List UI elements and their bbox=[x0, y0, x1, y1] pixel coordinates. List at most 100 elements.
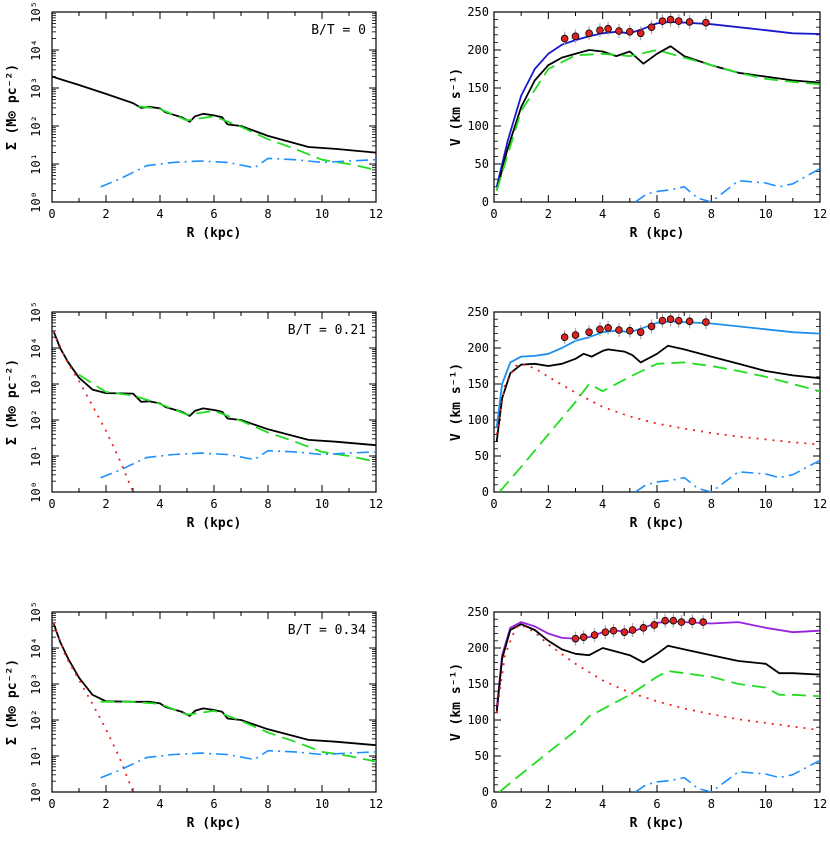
bulge-curve bbox=[495, 362, 820, 446]
observed-point bbox=[609, 626, 618, 635]
y-axis-label: Σ (M⊙ pc⁻²) bbox=[5, 64, 20, 150]
observed-point bbox=[585, 328, 593, 336]
x-axis-label: R (kpc) bbox=[630, 226, 685, 241]
x-tick-label: 0 bbox=[490, 797, 497, 811]
x-tick-label: 6 bbox=[653, 797, 660, 811]
x-axis-label: R (kpc) bbox=[187, 816, 242, 831]
bt-annotation: B/T = 0 bbox=[311, 23, 366, 38]
bt-annotation: B/T = 0.21 bbox=[288, 323, 366, 338]
y-tick-label: 200 bbox=[467, 341, 489, 355]
x-axis-label: R (kpc) bbox=[630, 516, 685, 531]
y-tick-label: 250 bbox=[467, 605, 489, 619]
total-curve bbox=[495, 623, 820, 713]
gas-curve bbox=[100, 449, 376, 479]
panel-rotation-curve-bt034: 0 2 4 6 8 10 12 0 50 100 150 200 250 R (kpc) V (km s⁻¹… bbox=[449, 605, 827, 831]
observed-point bbox=[674, 316, 683, 325]
observed-point bbox=[674, 17, 683, 25]
gas-curve bbox=[634, 459, 820, 492]
x-tick-label: 8 bbox=[708, 207, 715, 221]
y-tick-label: 10³ bbox=[29, 673, 43, 695]
observed-point bbox=[658, 17, 667, 25]
x-tick-label: 2 bbox=[102, 207, 109, 221]
x-tick-label: 10 bbox=[758, 797, 772, 811]
gas-curve bbox=[634, 759, 820, 792]
x-tick-label: 8 bbox=[708, 797, 715, 811]
disk-curve bbox=[100, 700, 376, 763]
disk-curve bbox=[498, 361, 820, 492]
y-tick-label: 10⁵ bbox=[29, 301, 43, 323]
observed-point bbox=[590, 631, 599, 639]
y-tick-label: 250 bbox=[467, 305, 489, 319]
gas-curve bbox=[100, 749, 376, 779]
panel-surface-density-bt021: 0 2 4 6 8 10 12 10⁰ 10¹ 10² 10³ 10⁴ 10⁵ R (kpc) Σ (M⊙ … bbox=[5, 301, 383, 531]
x-tick-label: 4 bbox=[156, 497, 163, 511]
y-tick-label: 10¹ bbox=[29, 445, 43, 467]
observed-point bbox=[615, 326, 623, 334]
x-tick-label: 6 bbox=[653, 497, 660, 511]
observed-point bbox=[560, 333, 569, 342]
x-tick-label: 12 bbox=[813, 797, 827, 811]
observed-point bbox=[639, 624, 648, 632]
observed-point bbox=[571, 32, 580, 41]
y-tick-label: 150 bbox=[467, 377, 489, 391]
y-tick-label: 10⁰ bbox=[29, 781, 43, 803]
observed-point bbox=[596, 26, 604, 35]
y-axis-label: V (km s⁻¹) bbox=[449, 363, 464, 441]
series-group bbox=[495, 12, 820, 202]
x-tick-label: 2 bbox=[545, 797, 552, 811]
y-tick-label: 200 bbox=[467, 641, 489, 655]
y-tick-label: 0 bbox=[482, 195, 489, 209]
observed-point bbox=[647, 322, 656, 331]
x-tick-label: 4 bbox=[599, 797, 606, 811]
total-curve bbox=[52, 75, 376, 154]
y-tick-label: 10¹ bbox=[29, 745, 43, 767]
x-tick-label: 4 bbox=[599, 497, 606, 511]
y-tick-label: 10⁵ bbox=[29, 1, 43, 23]
x-axis-label: R (kpc) bbox=[187, 516, 242, 531]
y-tick-label: 10² bbox=[29, 409, 43, 431]
observed-point bbox=[604, 324, 612, 332]
observed-point bbox=[628, 626, 637, 634]
observed-point bbox=[620, 628, 629, 636]
x-tick-label: 2 bbox=[102, 497, 109, 511]
series-group bbox=[52, 330, 376, 492]
y-tick-label: 50 bbox=[475, 749, 489, 763]
gas-curve bbox=[634, 167, 820, 202]
x-tick-label: 4 bbox=[156, 797, 163, 811]
x-tick-label: 0 bbox=[490, 497, 497, 511]
observed-point bbox=[604, 24, 612, 33]
y-tick-label: 10⁰ bbox=[29, 191, 43, 213]
x-tick-label: 10 bbox=[758, 207, 772, 221]
total-curve bbox=[52, 622, 376, 747]
disk-curve bbox=[495, 49, 820, 191]
y-axis-label: Σ (M⊙ pc⁻²) bbox=[5, 359, 20, 445]
x-tick-label: 0 bbox=[48, 497, 55, 511]
y-tick-label: 10⁰ bbox=[29, 481, 43, 503]
observed-point bbox=[571, 331, 580, 339]
y-tick-label: 10⁴ bbox=[29, 39, 43, 61]
x-tick-label: 6 bbox=[210, 797, 217, 811]
x-tick-label: 4 bbox=[156, 207, 163, 221]
x-tick-label: 2 bbox=[102, 797, 109, 811]
x-tick-label: 6 bbox=[653, 207, 660, 221]
x-tick-label: 10 bbox=[315, 497, 329, 511]
observed-point bbox=[658, 316, 667, 325]
plot-frame bbox=[51, 311, 377, 493]
total-curve bbox=[495, 45, 820, 191]
y-tick-label: 200 bbox=[467, 43, 489, 57]
y-tick-label: 100 bbox=[467, 119, 489, 133]
bt-annotation: B/T = 0.34 bbox=[288, 623, 366, 638]
x-tick-label: 6 bbox=[210, 497, 217, 511]
x-tick-label: 12 bbox=[813, 497, 827, 511]
observed-point bbox=[596, 325, 604, 334]
x-tick-label: 12 bbox=[813, 207, 827, 221]
y-tick-label: 50 bbox=[475, 157, 489, 171]
observed-point bbox=[626, 326, 634, 335]
panel-surface-density-bt034: 0 2 4 6 8 10 12 10⁰ 10¹ 10² 10³ 10⁴ 10⁵ R (kpc) Σ (M⊙ … bbox=[5, 601, 383, 831]
x-axis-label: R (kpc) bbox=[630, 816, 685, 831]
series-group bbox=[52, 75, 376, 188]
series-group bbox=[495, 312, 820, 492]
x-tick-label: 8 bbox=[708, 497, 715, 511]
x-tick-label: 0 bbox=[490, 207, 497, 221]
x-tick-label: 2 bbox=[545, 497, 552, 511]
